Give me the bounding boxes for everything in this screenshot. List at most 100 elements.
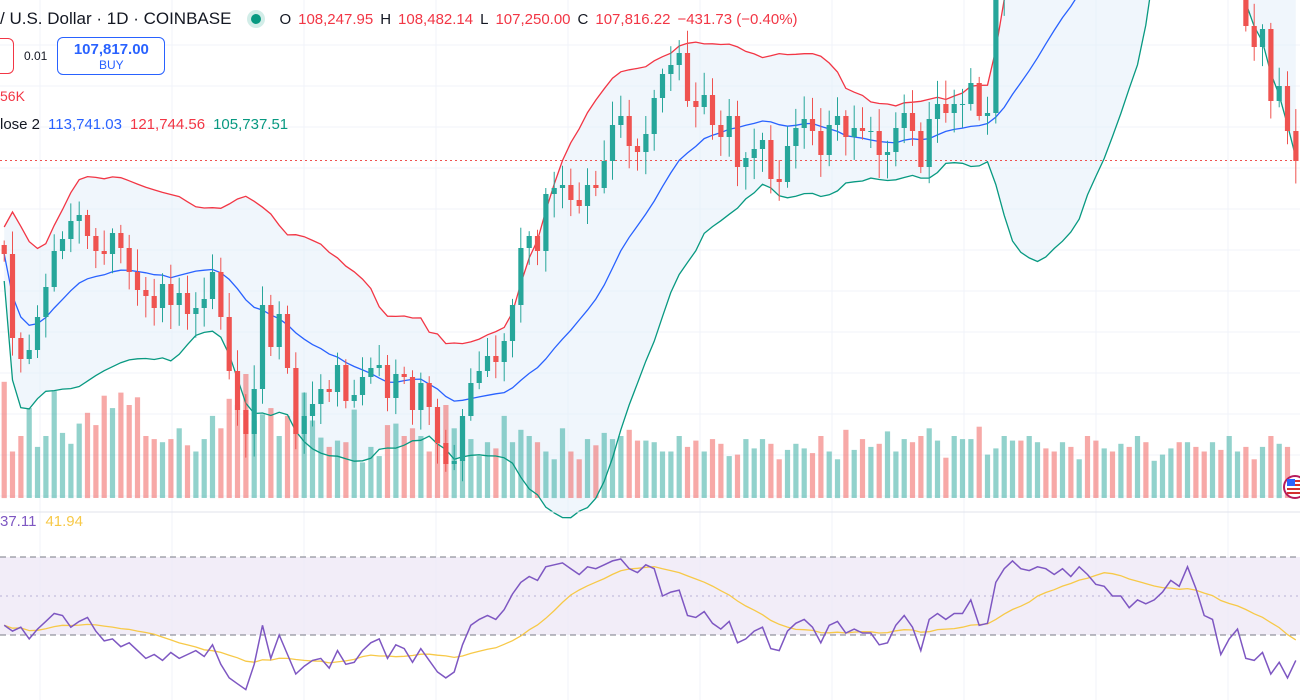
candle[interactable]	[193, 292, 199, 338]
candle[interactable]	[659, 68, 666, 113]
candle[interactable]	[809, 97, 816, 146]
candle[interactable]	[793, 108, 799, 169]
candle[interactable]	[134, 249, 141, 306]
candle[interactable]	[518, 227, 524, 323]
candle[interactable]	[1, 240, 7, 262]
candle[interactable]	[584, 168, 591, 224]
candle[interactable]	[326, 380, 332, 402]
candle[interactable]	[409, 370, 416, 425]
candle[interactable]	[984, 96, 991, 135]
candle[interactable]	[709, 78, 716, 140]
candle[interactable]	[434, 398, 441, 464]
candle[interactable]	[284, 305, 291, 374]
candle[interactable]	[268, 294, 274, 356]
candle[interactable]	[968, 68, 974, 111]
candle[interactable]	[468, 368, 474, 421]
candle[interactable]	[834, 97, 841, 141]
candle[interactable]	[359, 357, 366, 406]
symbol-title[interactable]: / U.S. Dollar · 1D · COINBASE	[0, 9, 232, 28]
candle[interactable]	[343, 359, 349, 409]
candle[interactable]	[126, 234, 132, 290]
candle[interactable]	[451, 444, 457, 471]
candle[interactable]	[143, 277, 149, 318]
candle[interactable]	[634, 138, 641, 171]
candle[interactable]	[109, 228, 116, 274]
candle[interactable]	[784, 126, 791, 188]
candle[interactable]	[759, 132, 766, 172]
candle[interactable]	[934, 80, 941, 143]
candle[interactable]	[726, 99, 732, 157]
candle[interactable]	[118, 224, 124, 264]
candle[interactable]	[626, 99, 632, 169]
candle[interactable]	[184, 275, 191, 330]
candle[interactable]	[426, 376, 432, 425]
candle[interactable]	[293, 352, 299, 450]
candle[interactable]	[1251, 3, 1257, 61]
candle[interactable]	[309, 381, 316, 427]
sell-button[interactable]	[0, 38, 14, 74]
candle[interactable]	[101, 230, 107, 265]
candle[interactable]	[993, 0, 999, 124]
candle[interactable]	[534, 229, 541, 266]
candle[interactable]	[734, 100, 741, 187]
candle[interactable]	[168, 264, 174, 329]
candle[interactable]	[1268, 22, 1274, 119]
candle[interactable]	[151, 278, 157, 326]
candle[interactable]	[884, 140, 891, 179]
candlesticks[interactable]	[1, 0, 1299, 482]
candle[interactable]	[551, 171, 557, 218]
candle[interactable]	[909, 90, 916, 146]
candle[interactable]	[559, 165, 566, 209]
candle[interactable]	[701, 72, 707, 115]
candle[interactable]	[576, 182, 582, 214]
candle[interactable]	[751, 128, 757, 180]
candle[interactable]	[976, 76, 982, 121]
candle[interactable]	[226, 293, 232, 380]
candle[interactable]	[1259, 24, 1266, 67]
candle[interactable]	[368, 357, 374, 384]
candle[interactable]	[918, 122, 924, 174]
candle[interactable]	[393, 359, 399, 415]
candle[interactable]	[34, 305, 41, 358]
candle[interactable]	[843, 110, 849, 156]
candle[interactable]	[26, 334, 32, 365]
candle[interactable]	[693, 82, 699, 128]
us-flag-icon[interactable]	[1282, 474, 1300, 500]
candle[interactable]	[1284, 71, 1291, 145]
candle[interactable]	[609, 101, 616, 180]
candle[interactable]	[176, 277, 182, 326]
candle[interactable]	[318, 374, 324, 424]
candle[interactable]	[768, 125, 774, 194]
candle[interactable]	[643, 116, 649, 175]
candle[interactable]	[401, 366, 407, 384]
candle[interactable]	[9, 231, 16, 356]
candle[interactable]	[93, 228, 99, 269]
candle[interactable]	[384, 355, 391, 412]
candle[interactable]	[568, 168, 574, 217]
candle[interactable]	[301, 392, 307, 454]
candle[interactable]	[159, 273, 166, 323]
rsi-legend[interactable]: 37.11 41.94	[0, 513, 83, 530]
candle[interactable]	[651, 89, 657, 151]
candle[interactable]	[901, 94, 907, 144]
candle[interactable]	[59, 231, 66, 260]
candle[interactable]	[501, 333, 507, 382]
candle[interactable]	[743, 152, 749, 190]
candle[interactable]	[243, 394, 249, 458]
candle[interactable]	[201, 277, 207, 327]
candle[interactable]	[943, 80, 949, 123]
candle[interactable]	[959, 88, 966, 128]
candle[interactable]	[234, 350, 241, 426]
candle[interactable]	[1243, 0, 1249, 32]
candle[interactable]	[1293, 109, 1299, 184]
candle[interactable]	[351, 379, 357, 408]
candle[interactable]	[43, 273, 49, 338]
candle[interactable]	[926, 102, 932, 184]
candle[interactable]	[818, 108, 824, 177]
candle[interactable]	[859, 107, 866, 140]
candle[interactable]	[893, 112, 899, 167]
candle[interactable]	[84, 209, 91, 249]
candle[interactable]	[601, 140, 607, 194]
buy-button[interactable]: 107,817.00 BUY	[57, 37, 166, 75]
